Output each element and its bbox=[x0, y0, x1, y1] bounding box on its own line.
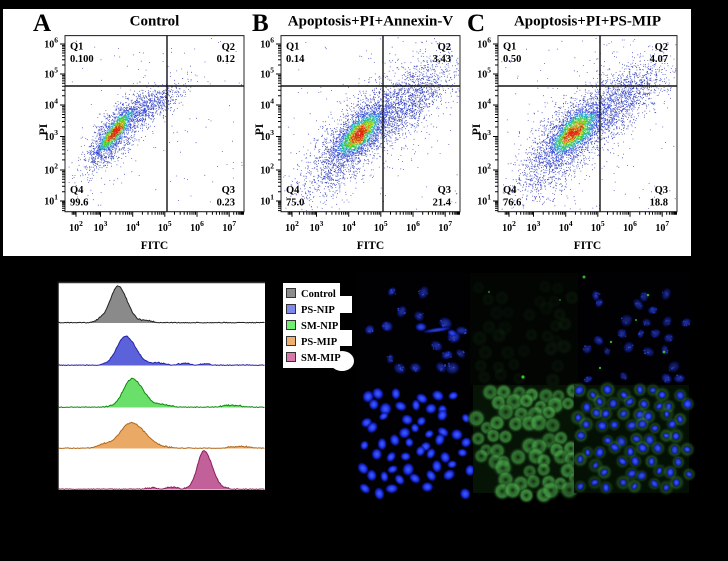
svg-text:0.12: 0.12 bbox=[217, 54, 235, 65]
svg-text:FITC: FITC bbox=[574, 240, 601, 252]
svg-text:4.07: 4.07 bbox=[650, 54, 668, 65]
svg-text:Q2: Q2 bbox=[222, 42, 235, 53]
svg-text:Q4: Q4 bbox=[286, 185, 300, 196]
svg-text:Apoptosis+PI+Annexin-V: Apoptosis+PI+Annexin-V bbox=[288, 14, 454, 30]
svg-text:A: A bbox=[33, 10, 51, 37]
svg-text:Q3: Q3 bbox=[222, 185, 235, 196]
svg-text:Q1: Q1 bbox=[503, 42, 516, 53]
svg-text:Q3: Q3 bbox=[438, 185, 451, 196]
svg-text:FITC: FITC bbox=[357, 240, 384, 252]
svg-text:75.0: 75.0 bbox=[286, 198, 304, 209]
svg-text:Apoptosis+PI+PS-MIP: Apoptosis+PI+PS-MIP bbox=[514, 14, 661, 30]
svg-text:0.23: 0.23 bbox=[217, 198, 235, 209]
svg-text:B: B bbox=[252, 10, 269, 37]
svg-text:C: C bbox=[467, 10, 485, 37]
svg-text:0.100: 0.100 bbox=[70, 54, 94, 65]
svg-text:0.50: 0.50 bbox=[503, 54, 521, 65]
svg-text:0.14: 0.14 bbox=[286, 54, 305, 65]
svg-text:PS-MIP: PS-MIP bbox=[301, 337, 338, 348]
svg-text:PI: PI bbox=[471, 123, 483, 135]
svg-text:76.6: 76.6 bbox=[503, 198, 521, 209]
svg-text:FITC: FITC bbox=[141, 240, 168, 252]
svg-text:Q1: Q1 bbox=[70, 42, 83, 53]
svg-text:Q1: Q1 bbox=[286, 42, 299, 53]
svg-text:SM-NIP: SM-NIP bbox=[301, 321, 339, 332]
svg-text:PI: PI bbox=[38, 123, 50, 135]
svg-text:Q4: Q4 bbox=[503, 185, 517, 196]
svg-text:3.43: 3.43 bbox=[433, 54, 451, 65]
svg-text:Q3: Q3 bbox=[655, 185, 668, 196]
svg-text:Q2: Q2 bbox=[655, 42, 668, 53]
svg-text:PI: PI bbox=[254, 123, 266, 135]
svg-text:Q4: Q4 bbox=[70, 185, 84, 196]
svg-text:18.8: 18.8 bbox=[650, 198, 668, 209]
svg-text:Control: Control bbox=[130, 14, 180, 30]
svg-text:99.6: 99.6 bbox=[70, 198, 88, 209]
svg-text:Control: Control bbox=[301, 289, 336, 300]
svg-text:21.4: 21.4 bbox=[433, 198, 452, 209]
svg-text:Q2: Q2 bbox=[438, 42, 451, 53]
svg-text:SM-MIP: SM-MIP bbox=[301, 353, 341, 364]
svg-text:PS-NIP: PS-NIP bbox=[301, 305, 335, 316]
